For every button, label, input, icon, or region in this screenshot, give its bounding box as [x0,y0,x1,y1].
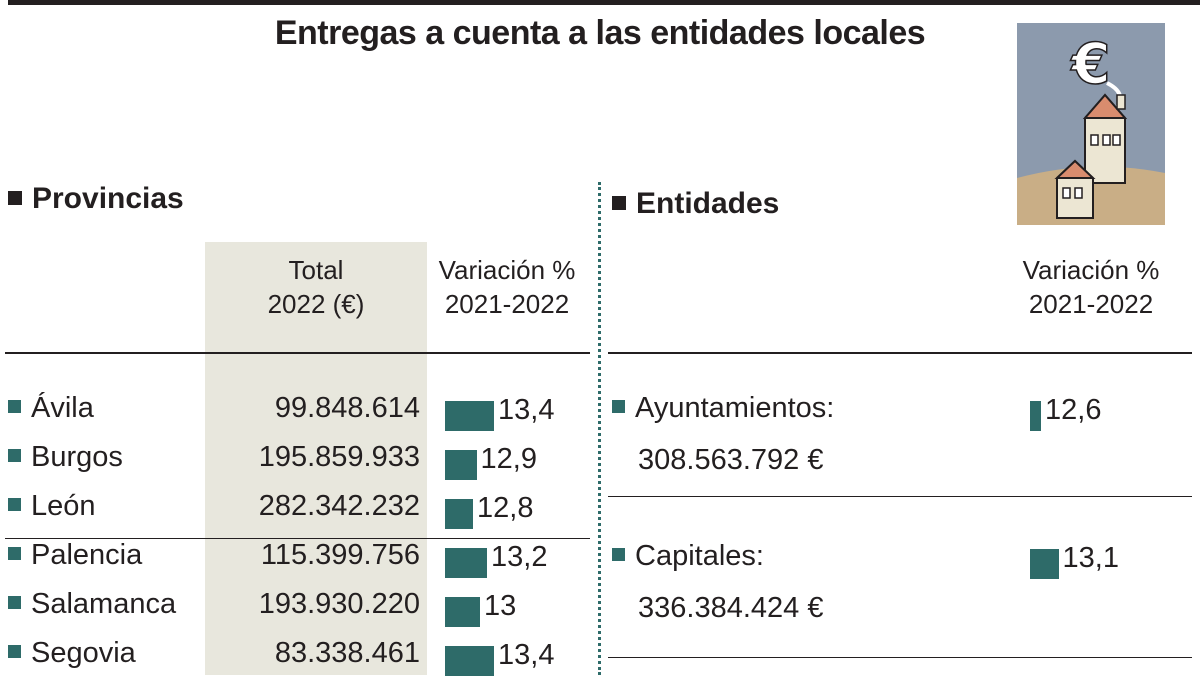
row-total: 195.859.933 [258,441,420,473]
entidad-name-label: Capitales: [635,540,764,572]
col-header-total: Total 2022 (€) [205,253,427,321]
col-header-variacion: Variación % 2021-2022 [427,253,587,321]
entidades-col-header-line1: Variación % [1022,255,1160,285]
row-name: Salamanca [8,588,176,621]
entidades-rule-2 [608,657,1192,658]
entidad-variacion-bar [1030,401,1041,431]
entidades-col-header-variacion: Variación % 2021-2022 [1005,253,1177,321]
variacion-label: 13 [484,590,517,622]
variacion-bar [445,450,477,480]
row-total: 83.338.461 [274,637,420,669]
entidad-total: 336.384.424 € [638,592,824,624]
row-total: 99.848.614 [274,392,420,424]
entidad-total: 308.563.792 € [638,444,824,476]
entidades-heading-label: Entidades [636,187,780,220]
total-column-shading [205,242,427,675]
row-square-icon [8,596,21,609]
col-header-variacion-line2: 2021-2022 [444,289,570,319]
entidad-name: Capitales: [612,540,764,573]
page-title: Entregas a cuenta a las entidades locale… [274,14,926,52]
row-square-icon [8,498,21,511]
variacion-label: 13,4 [498,394,555,426]
variacion-label: 12,9 [480,443,537,475]
row-name: León [8,490,96,523]
header-rule [5,352,590,354]
row-name-label: Palencia [31,539,143,571]
svg-text:€: € [1070,32,1111,97]
row-square-icon [8,449,21,462]
entidad-name-label: Ayuntamientos: [635,392,835,424]
variacion-bar [445,401,494,431]
entidad-name: Ayuntamientos: [612,392,834,425]
top-rule [8,0,1200,5]
row-name-label: Ávila [31,392,94,424]
heading-square-icon [8,191,22,205]
entidades-header-rule [608,352,1192,354]
provincias-heading-label: Provincias [32,182,184,215]
row-total: 282.342.232 [258,490,420,522]
row-square-icon [8,645,21,658]
row-square-icon [8,400,21,413]
row-name-label: Burgos [31,441,123,473]
row-name: Palencia [8,539,142,572]
col-header-variacion-line1: Variación % [438,255,576,285]
row-total: 193.930.220 [258,588,420,620]
variacion-label: 12,8 [477,492,534,524]
entidades-rule-1 [608,496,1192,497]
dotted-divider [598,182,601,675]
row-name-label: Salamanca [31,588,177,620]
provincias-heading: Provincias [8,182,184,216]
entidad-variacion-bar [1030,549,1059,579]
row-name: Segovia [8,637,136,670]
row-name: Burgos [8,441,123,474]
col-header-total-line2: 2022 (€) [267,289,365,319]
variacion-bar [445,548,487,578]
row-total: 115.399.756 [260,539,420,571]
group-rule [5,538,590,539]
variacion-label: 13,2 [491,541,548,573]
entidad-variacion-label: 12,6 [1045,394,1102,426]
variacion-bar [445,646,494,676]
euro-house-icon: € [1017,23,1165,225]
entidad-variacion-label: 13,1 [1062,542,1119,574]
row-name-label: León [31,490,96,522]
entidades-heading: Entidades [612,187,779,221]
row-square-icon [8,547,21,560]
variacion-bar [445,597,480,627]
entidad-square-icon [612,400,625,413]
row-name: Ávila [8,392,94,425]
heading-square-icon [612,196,626,210]
entidad-square-icon [612,548,625,561]
variacion-label: 13,4 [498,639,555,671]
entidades-col-header-line2: 2021-2022 [1028,289,1154,319]
row-name-label: Segovia [31,637,136,669]
variacion-bar [445,499,473,529]
col-header-total-line1: Total [288,255,344,285]
